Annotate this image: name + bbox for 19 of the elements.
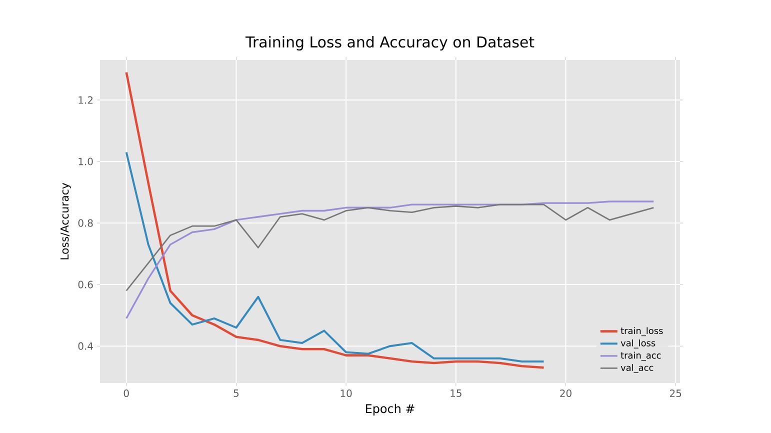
y-tick-label: 0.4 bbox=[78, 342, 93, 350]
x-tick-label: 10 bbox=[340, 389, 352, 398]
x-tick-label: 15 bbox=[450, 390, 462, 397]
x-tick-label: 5 bbox=[234, 390, 239, 397]
legend-label: train_acc bbox=[620, 352, 661, 361]
y-tick-label: 0.6 bbox=[78, 280, 93, 288]
x-tick-label: 20 bbox=[560, 389, 572, 398]
legend-label: train_loss bbox=[620, 327, 663, 336]
y-axis-title: Loss/Accuracy bbox=[60, 182, 71, 260]
y-tick-label: 1.0 bbox=[78, 158, 93, 166]
x-tick-label: 0 bbox=[124, 389, 129, 398]
y-tick-label: 0.8 bbox=[78, 219, 93, 227]
y-tick-label: 1.2 bbox=[78, 96, 92, 104]
legend-label: val_loss bbox=[620, 339, 656, 348]
chart-title: Training Loss and Accuracy on Dataset bbox=[245, 36, 534, 50]
x-axis-title: Epoch # bbox=[366, 404, 414, 416]
line-series bbox=[125, 71, 545, 369]
x-tick-label: 25 bbox=[670, 389, 682, 398]
legend-label: val_acc bbox=[620, 364, 654, 373]
